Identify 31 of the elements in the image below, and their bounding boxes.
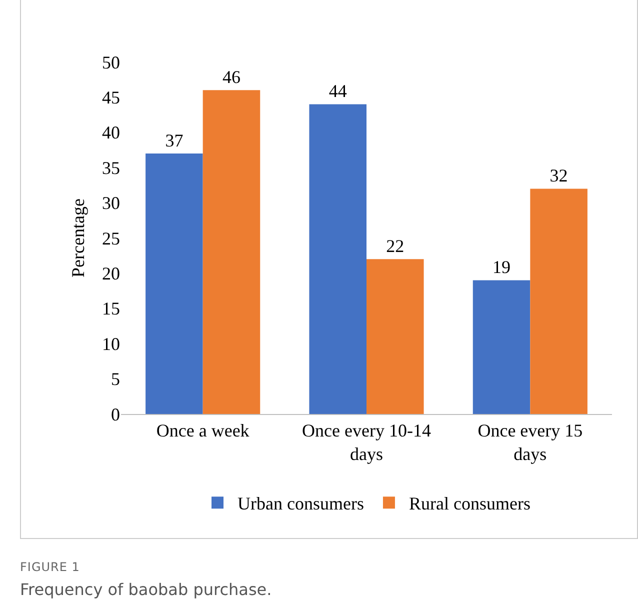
data-label: 44	[328, 81, 347, 102]
y-tick-label: 30	[102, 193, 120, 214]
y-tick-label: 15	[102, 298, 120, 319]
data-label: 37	[165, 130, 184, 151]
data-label: 32	[550, 166, 568, 186]
bar	[472, 280, 530, 414]
y-tick-label: 20	[102, 264, 120, 284]
y-tick-label: 50	[102, 52, 120, 72]
x-tick-label: Once a week	[156, 420, 250, 441]
data-label: 22	[386, 236, 404, 256]
data-label: 19	[492, 257, 511, 278]
y-tick-label: 40	[102, 122, 120, 143]
y-tick-label: 25	[102, 228, 120, 248]
bar	[366, 259, 424, 414]
y-tick-label: 10	[102, 334, 120, 354]
bar	[146, 154, 203, 414]
bar	[530, 188, 588, 414]
y-axis-title: Percentage	[68, 198, 88, 278]
bar	[309, 104, 366, 414]
x-tick-label: Once every 15 days	[478, 420, 583, 464]
y-tick-label: 0	[111, 404, 120, 424]
text: Frequency of baobab purchase.	[20, 580, 272, 599]
legend-label: Urban consumers	[238, 494, 364, 514]
bar	[202, 90, 260, 414]
y-tick-label: 35	[102, 158, 120, 178]
legend-label: Rural consumers	[408, 494, 530, 514]
x-tick-label: Once every 10-14 days	[302, 420, 431, 464]
y-tick-label: 45	[102, 88, 120, 108]
caption: FIGURE 1	[20, 560, 80, 574]
data-label: 46	[222, 67, 240, 88]
y-tick-label: 5	[111, 369, 120, 390]
